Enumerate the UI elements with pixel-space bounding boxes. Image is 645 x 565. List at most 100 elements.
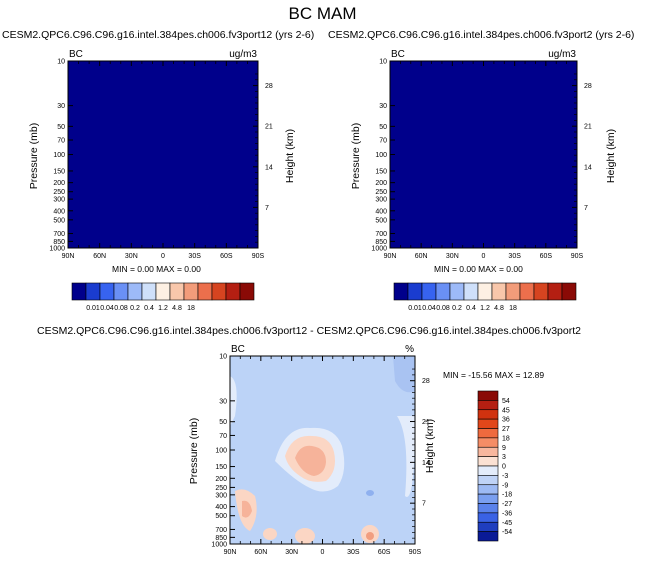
colorbar-1-cell bbox=[239, 282, 255, 301]
panel-3-corner-left: BC bbox=[231, 344, 245, 355]
panel-1-xtick-label: 90S bbox=[252, 253, 265, 260]
panel-1-ytick-label: 10 bbox=[57, 59, 65, 66]
anomaly-plume-inner bbox=[295, 445, 326, 476]
colorbar-2-cell bbox=[491, 282, 507, 301]
panel-3-title: CESM2.QPC6.C96.C96.g16.intel.384pes.ch00… bbox=[37, 325, 581, 337]
colorbar-3-cell bbox=[477, 484, 499, 495]
colorbar-3-cell bbox=[477, 503, 499, 514]
panel-3-ytick-label: 500 bbox=[215, 513, 227, 520]
anomaly-bottom-3 bbox=[263, 528, 277, 540]
colorbar-3-label: 45 bbox=[502, 407, 510, 414]
colorbar-1-label: 4.8 bbox=[172, 305, 182, 312]
anomaly-blue-small bbox=[366, 490, 374, 496]
anomaly-bottom-2-core bbox=[366, 532, 374, 540]
panel-2-ytick-label: 10 bbox=[379, 59, 387, 66]
colorbar-1-cell bbox=[225, 282, 241, 301]
panel-2-xtick-label: 30S bbox=[508, 253, 521, 260]
colorbar-3-cell bbox=[477, 437, 499, 448]
panel-3-ytick-label: 70 bbox=[219, 433, 227, 440]
colorbar-3-cell bbox=[477, 456, 499, 467]
panel-2-ytick-label: 850 bbox=[375, 239, 387, 246]
panel-2-htick-label: 21 bbox=[584, 124, 592, 131]
colorbar-3-label: -45 bbox=[502, 520, 512, 527]
panel-2-frame bbox=[389, 60, 578, 249]
colorbar-1-cell bbox=[127, 282, 143, 301]
panel-1-ytick-label: 100 bbox=[53, 152, 65, 159]
panel-1-xtick-label: 60S bbox=[220, 253, 233, 260]
panel-3-stats: MIN = -15.56 MAX = 12.89 bbox=[443, 370, 545, 380]
colorbar-2-cell bbox=[463, 282, 479, 301]
anomaly-pale-right bbox=[397, 416, 415, 497]
colorbar-2-cell bbox=[477, 282, 493, 301]
panel-3-ytick-label: 200 bbox=[215, 476, 227, 483]
panel-2-xtick-label: 60S bbox=[540, 253, 553, 260]
colorbar-2-label: 0.4 bbox=[466, 305, 476, 312]
colorbar-3-cell bbox=[477, 390, 499, 401]
panel-1-title: CESM2.QPC6.C96.C96.g16.intel.384pes.ch00… bbox=[2, 29, 315, 41]
colorbar-1-label: 0.04 bbox=[100, 305, 114, 312]
colorbar-1-label: 0.2 bbox=[130, 305, 140, 312]
colorbar-1-label: 1.2 bbox=[158, 305, 168, 312]
panel-2-ytick-label: 30 bbox=[379, 103, 387, 110]
colorbar-1-label: 0.08 bbox=[114, 305, 128, 312]
anomaly-blue-top-right bbox=[393, 356, 415, 393]
panel-1-xtick-label: 30S bbox=[188, 253, 201, 260]
colorbar-2-cell bbox=[449, 282, 465, 301]
panel-2-stats: MIN = 0.00 MAX = 0.00 bbox=[434, 264, 523, 274]
panel-1-ytick-label: 200 bbox=[53, 180, 65, 187]
colorbar-3-label: 18 bbox=[502, 435, 510, 442]
colorbar-1-cell bbox=[113, 282, 129, 301]
panel-3-field bbox=[230, 356, 415, 544]
colorbar-3-cell bbox=[477, 409, 499, 420]
colorbar-3-label: 36 bbox=[502, 417, 510, 424]
colorbar-3-cell bbox=[477, 475, 499, 486]
colorbar-1-label: 0.4 bbox=[144, 305, 154, 312]
panel-3-ytick-label: 30 bbox=[219, 398, 227, 405]
colorbar-1-cell bbox=[211, 282, 227, 301]
panel-2-ytick-label: 100 bbox=[375, 152, 387, 159]
panel-1-ytick-label: 400 bbox=[53, 208, 65, 215]
panel-2-ytick-label: 70 bbox=[379, 138, 387, 145]
colorbar-1-cell bbox=[141, 282, 157, 301]
panel-2-htick-label: 14 bbox=[584, 164, 592, 171]
panel-2-title: CESM2.QPC6.C96.C96.g16.intel.384pes.ch00… bbox=[328, 29, 635, 41]
colorbar-3-label: 27 bbox=[502, 426, 510, 433]
colorbar-1-label: 18 bbox=[187, 305, 195, 312]
panel-2-ytick-label: 1000 bbox=[371, 246, 387, 253]
panel-2-ytick-label: 50 bbox=[379, 124, 387, 131]
anomaly-pale-left bbox=[230, 376, 237, 426]
panel-3-ytick-label: 50 bbox=[219, 419, 227, 426]
colorbar-3-cell bbox=[477, 465, 499, 476]
panel-2-ytick-label: 700 bbox=[375, 231, 387, 238]
panel-2-xtick-label: 60N bbox=[415, 253, 428, 260]
panel-3-ylabel-right: Height (km) bbox=[424, 418, 436, 474]
colorbar-1-cell bbox=[155, 282, 171, 301]
panel-2-corner-left: BC bbox=[391, 49, 405, 60]
colorbar-2-label: 18 bbox=[509, 305, 517, 312]
colorbar-2-cell bbox=[421, 282, 437, 301]
panel-3-xtick-label: 60S bbox=[378, 549, 391, 556]
panel-1-xtick-label: 90N bbox=[62, 253, 75, 260]
colorbar-3-cell bbox=[477, 531, 499, 542]
colorbar-2-cell bbox=[435, 282, 451, 301]
colorbar-3-label: -54 bbox=[502, 529, 512, 536]
colorbar-1-cell bbox=[197, 282, 213, 301]
panel-3-xtick-label: 60N bbox=[254, 549, 267, 556]
panel-1-ytick-label: 300 bbox=[53, 197, 65, 204]
panel-3-ytick-label: 100 bbox=[215, 448, 227, 455]
panel-2-ytick-label: 150 bbox=[375, 168, 387, 175]
colorbar-2-label: 1.2 bbox=[480, 305, 490, 312]
panel-1-htick-label: 21 bbox=[265, 124, 273, 131]
panel-1-htick-label: 14 bbox=[265, 164, 273, 171]
panel-1-ytick-label: 30 bbox=[57, 103, 65, 110]
colorbar-3-cell bbox=[477, 418, 499, 429]
panel-3-bg bbox=[230, 356, 415, 544]
panel-2-xtick-label: 90N bbox=[384, 253, 397, 260]
panel-3-htick-label: 7 bbox=[422, 501, 426, 508]
colorbar-1-cell bbox=[71, 282, 87, 301]
colorbar-3-label: -18 bbox=[502, 492, 512, 499]
colorbar-2-cell bbox=[533, 282, 549, 301]
panel-3-ytick-label: 10 bbox=[219, 354, 227, 361]
colorbar-1-cell bbox=[85, 282, 101, 301]
